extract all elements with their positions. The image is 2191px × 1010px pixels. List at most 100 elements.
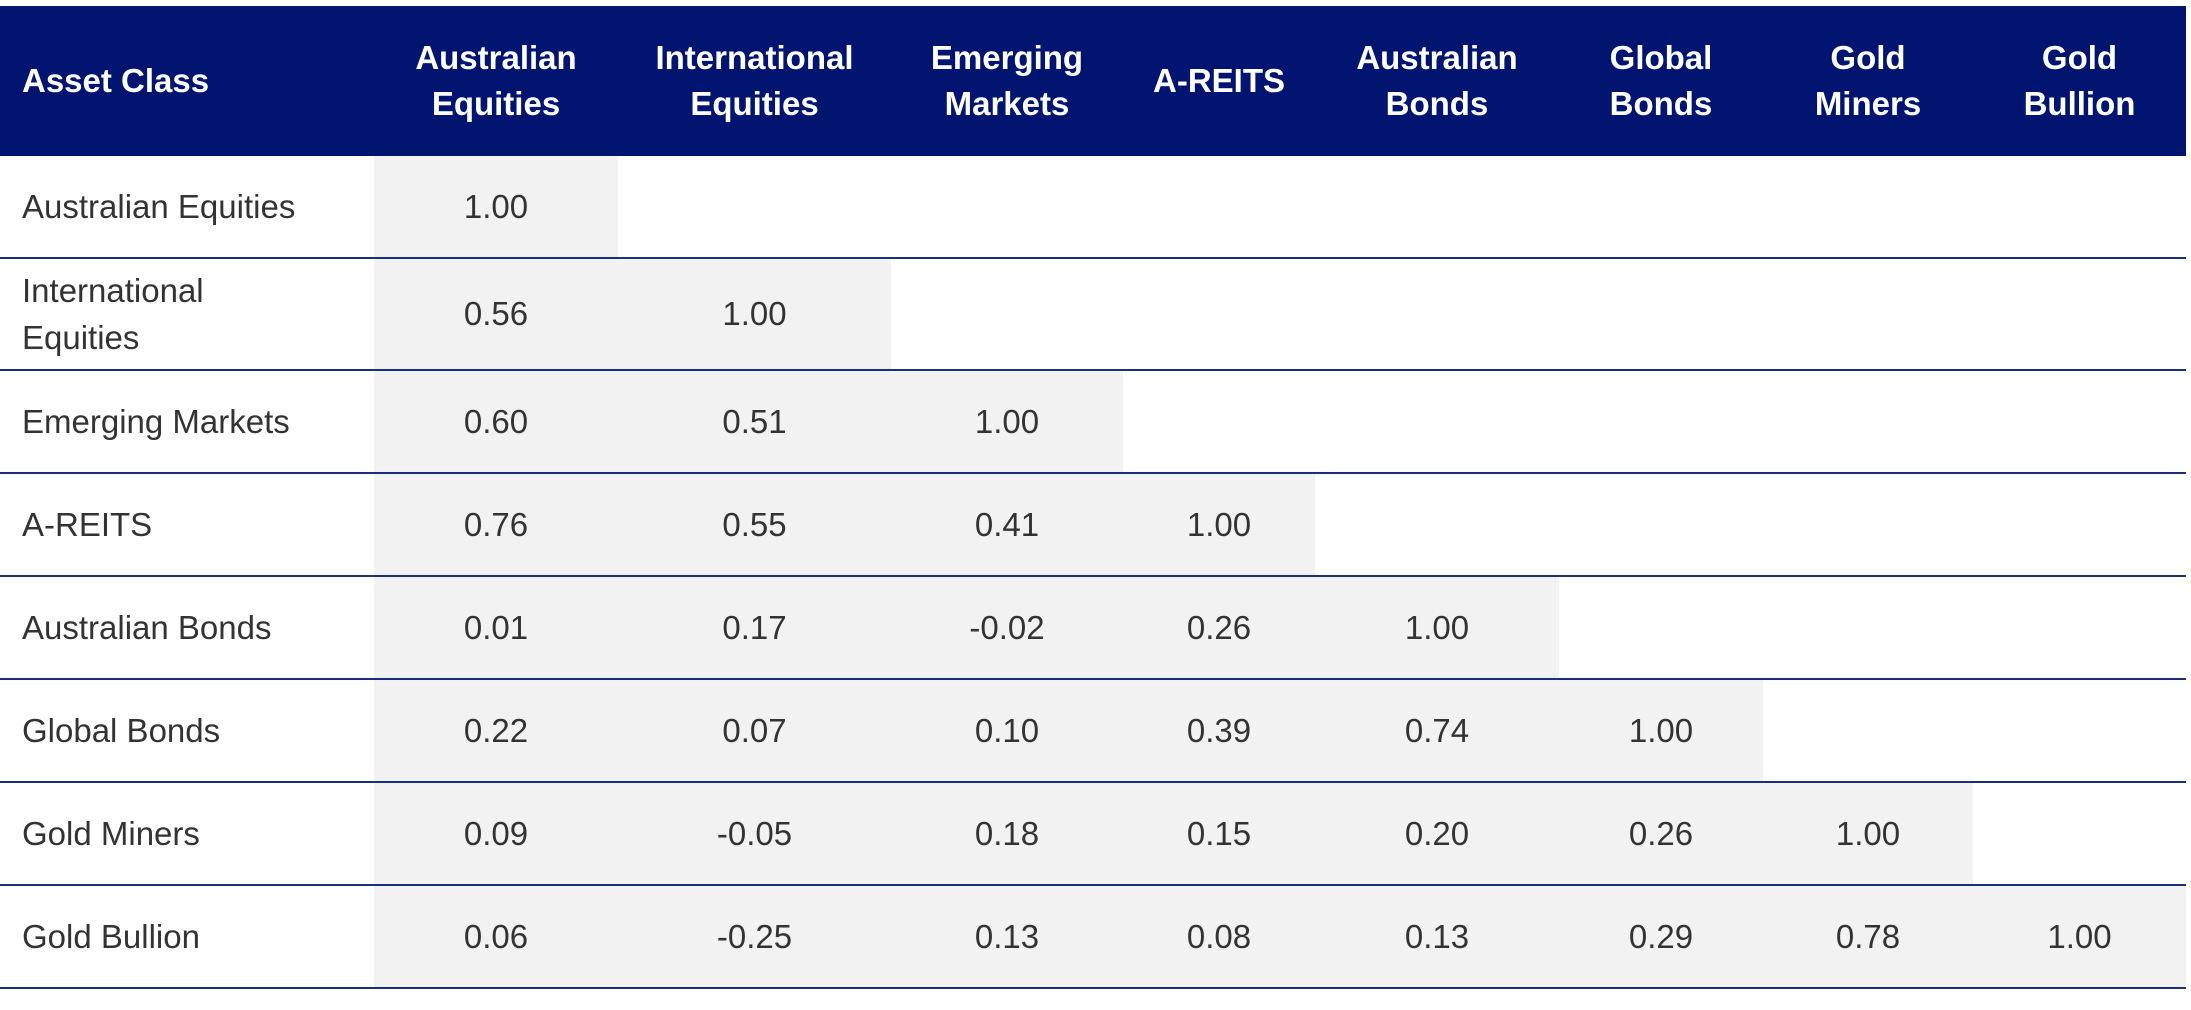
header-emerging-markets-line: Emerging [930,39,1084,76]
empty-cell [1763,371,1973,472]
empty-cell [1763,474,1973,575]
header-international-equities-line: International [655,39,854,76]
empty-cell [1123,371,1315,472]
table-row: A-REITS 0.76 0.55 0.41 1.00 [0,474,2186,577]
correlation-cell: 0.29 [1559,886,1763,987]
empty-cell [1315,474,1559,575]
header-gold-bullion: Gold Bullion [1973,6,2186,156]
empty-cell [618,156,891,257]
header-international-equities: International Equities [618,6,891,156]
header-a-reits-label: A-REITS [1153,58,1285,104]
empty-cell [1315,156,1559,257]
header-a-reits: A-REITS [1123,6,1315,156]
correlation-cell: -0.25 [618,886,891,987]
correlation-cell: 0.56 [374,259,618,369]
correlation-cell: 0.10 [891,680,1123,781]
correlation-cell: 0.78 [1763,886,1973,987]
empty-cell [1559,156,1763,257]
correlation-cell: 0.20 [1315,783,1559,884]
header-australian-equities: Australian Equities [374,6,618,156]
empty-cell [1763,577,1973,678]
row-label: Australian Equities [22,188,296,225]
empty-cell [891,259,1123,369]
empty-cell [1973,783,2186,884]
header-global-bonds-line: Global [1609,39,1713,76]
correlation-cell: 1.00 [1315,577,1559,678]
correlation-cell: 0.01 [374,577,618,678]
correlation-cell: 0.09 [374,783,618,884]
header-emerging-markets-line: Markets [944,85,1070,122]
table-row: Australian Bonds 0.01 0.17 -0.02 0.26 1.00 [0,577,2186,680]
empty-cell [1973,156,2186,257]
empty-cell [1973,680,2186,781]
empty-cell [1559,259,1763,369]
correlation-cell: 0.13 [1315,886,1559,987]
header-emerging-markets: Emerging Markets [891,6,1123,156]
row-label: A-REITS [22,506,153,543]
correlation-cell: 0.15 [1123,783,1315,884]
header-gold-miners: Gold Miners [1763,6,1973,156]
correlation-cell: 1.00 [374,156,618,257]
header-australian-bonds-line: Australian [1356,39,1518,76]
correlation-cell: 0.26 [1559,783,1763,884]
header-international-equities-line: Equities [690,85,819,122]
header-international-equities-label: International Equities [655,35,853,127]
empty-cell [1973,474,2186,575]
empty-cell [1315,371,1559,472]
correlation-cell: 0.60 [374,371,618,472]
header-a-reits-line: A-REITS [1153,62,1285,99]
header-gold-miners-label: Gold Miners [1815,35,1921,127]
header-global-bonds: Global Bonds [1559,6,1763,156]
correlation-cell: 1.00 [618,259,891,369]
empty-cell [1315,259,1559,369]
correlation-cell: 0.07 [618,680,891,781]
table-row: Australian Equities 1.00 [0,156,2186,259]
correlation-cell: 1.00 [1123,474,1315,575]
empty-cell [1763,156,1973,257]
correlation-cell: -0.05 [618,783,891,884]
correlation-cell: 0.06 [374,886,618,987]
correlation-cell: 0.39 [1123,680,1315,781]
row-label: Emerging Markets [22,403,290,440]
empty-cell [1973,259,2186,369]
empty-cell [1559,474,1763,575]
empty-cell [1763,259,1973,369]
correlation-cell: 0.08 [1123,886,1315,987]
header-australian-equities-line: Equities [431,85,561,122]
header-australian-bonds-label: Australian Bonds [1356,35,1517,127]
table-row: Global Bonds 0.22 0.07 0.10 0.39 0.74 1.00 [0,680,2186,783]
header-gold-miners-line: Miners [1814,85,1922,122]
table-header-row: Asset Class Australian Equities Internatio… [0,6,2186,156]
correlation-cell: 1.00 [1559,680,1763,781]
correlation-cell: 1.00 [1973,886,2186,987]
empty-cell [1559,371,1763,472]
header-asset-class-label: Asset Class [22,62,210,99]
header-australian-equities-label: Australian Equities [415,35,576,127]
correlation-cell: 0.74 [1315,680,1559,781]
row-label: Global Bonds [22,712,221,749]
correlation-cell: 0.41 [891,474,1123,575]
correlation-cell: 0.26 [1123,577,1315,678]
header-gold-miners-line: Gold [1830,39,1906,76]
table-row: Gold Bullion 0.06 -0.25 0.13 0.08 0.13 0.29 0.7… [0,886,2186,989]
empty-cell [891,156,1123,257]
empty-cell [1123,259,1315,369]
row-label: Gold Miners [22,815,200,852]
empty-cell [1973,577,2186,678]
correlation-cell: 0.22 [374,680,618,781]
correlation-cell: 1.00 [891,371,1123,472]
correlation-cell: 0.18 [891,783,1123,884]
header-australian-bonds: Australian Bonds [1315,6,1559,156]
table-row: Gold Miners 0.09 -0.05 0.18 0.15 0.20 0.26 1.00 [0,783,2186,886]
header-asset-class: Asset Class [0,6,374,156]
header-emerging-markets-label: Emerging Markets [931,35,1083,127]
correlation-cell: 0.17 [618,577,891,678]
header-gold-bullion-line: Gold [2041,39,2118,76]
correlation-cell: 1.00 [1763,783,1973,884]
row-label: International Equities [22,272,204,356]
correlation-cell: 0.76 [374,474,618,575]
empty-cell [1973,371,2186,472]
header-australian-equities-line: Australian [415,39,577,76]
row-label: Gold Bullion [22,918,200,955]
header-global-bonds-label: Global Bonds [1610,35,1713,127]
